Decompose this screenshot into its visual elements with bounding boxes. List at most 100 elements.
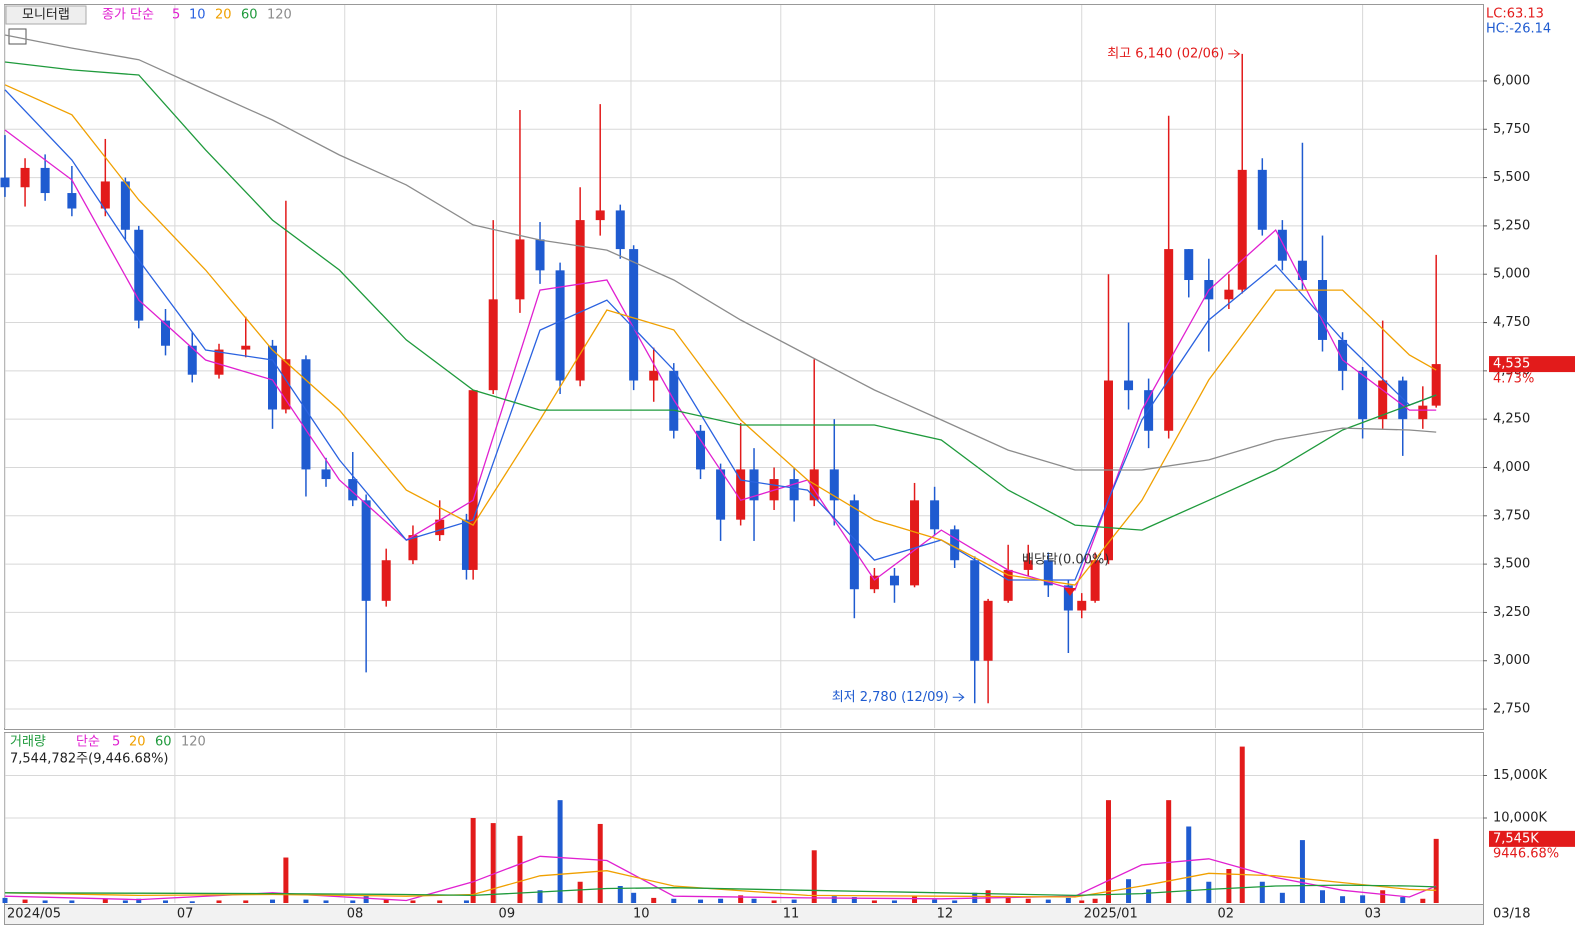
volume-bar <box>363 895 369 903</box>
volume-tag-label: 7,545K <box>1493 831 1539 846</box>
ma-label: 종가 단순 <box>102 8 154 23</box>
candle-body <box>1237 169 1247 290</box>
candle-body <box>461 519 471 570</box>
y-tick-label: 4,750 <box>1493 315 1530 330</box>
candle-body <box>983 600 993 661</box>
candle-body <box>1184 249 1194 281</box>
candle-body <box>930 500 940 530</box>
volume-bar <box>651 897 657 903</box>
candle-body <box>1297 260 1307 281</box>
candle-body <box>1124 380 1134 391</box>
candle-body <box>1164 249 1174 431</box>
y-tick-label: 3,500 <box>1493 557 1530 572</box>
legend-entry: 20 <box>129 735 146 750</box>
volume-bar <box>1092 898 1098 903</box>
ma-line <box>4 84 1437 586</box>
volume-bar <box>437 900 443 903</box>
candle-body <box>1063 585 1073 611</box>
volume-bar <box>1025 898 1031 903</box>
candle-body <box>1224 289 1234 300</box>
volume-bar <box>891 900 897 903</box>
candle-body <box>1378 380 1388 420</box>
volume-bar <box>811 850 817 903</box>
volume-bar <box>932 899 938 903</box>
price-tag-label: 4,535 <box>1493 357 1530 372</box>
volume-bar <box>912 896 918 903</box>
candle-body <box>214 349 224 375</box>
volume-bar <box>698 899 704 903</box>
volume-bar <box>771 900 777 903</box>
candle-body <box>435 519 445 536</box>
candle-body <box>348 479 358 501</box>
y-tick-label: 3,000 <box>1493 653 1530 668</box>
ma-line <box>4 855 1437 902</box>
volume-bar <box>557 800 563 903</box>
candle-body <box>970 560 980 661</box>
candle-body <box>950 529 960 561</box>
candle-body <box>649 370 659 381</box>
title-box[interactable] <box>5 5 87 25</box>
chart-title: 모니터랩 <box>22 8 70 23</box>
candle-body <box>488 299 498 391</box>
y-tick-label: 5,750 <box>1493 122 1530 137</box>
volume-tag <box>1489 830 1575 847</box>
volume-bar <box>1420 898 1426 903</box>
volume-bar <box>1186 826 1192 903</box>
volume-title: 거래량 <box>10 735 46 750</box>
candle-body <box>749 469 759 501</box>
candle-body <box>789 479 799 501</box>
candle-body <box>268 345 278 410</box>
y-tick-label: 2,750 <box>1493 702 1530 717</box>
candle-body <box>281 359 291 410</box>
candle-body <box>1398 380 1408 420</box>
candle-body <box>1043 560 1053 586</box>
ma-line <box>4 884 1437 897</box>
table-icon[interactable] <box>8 28 27 45</box>
y-tick-label: 4,000 <box>1493 460 1530 475</box>
candle-body <box>716 469 726 520</box>
candle-body <box>736 469 746 520</box>
x-tick-label: 10 <box>633 907 650 922</box>
candle-body <box>1418 405 1428 420</box>
y-tick-label: 5,000 <box>1493 267 1530 282</box>
volume-bar <box>2 897 8 903</box>
event-marker <box>1064 588 1076 596</box>
volume-bar <box>1005 897 1011 903</box>
candle-body <box>381 560 391 601</box>
legend-entry: 120 <box>181 735 206 750</box>
candle-body <box>321 469 331 480</box>
volume-bar <box>671 898 677 903</box>
volume-bar <box>490 823 496 903</box>
legend-entry: 10 <box>189 8 206 23</box>
volume-bar <box>122 900 128 903</box>
volume-bar <box>1079 900 1085 903</box>
volume-bar <box>69 900 75 903</box>
volume-bar <box>1065 897 1071 903</box>
volume-info: 7,544,782주(9,446.68%) <box>10 752 169 767</box>
x-tick-label: 03 <box>1365 907 1382 922</box>
high-arrow <box>1228 49 1241 59</box>
volume-bar <box>1433 838 1439 903</box>
x-tick-label: 07 <box>177 907 194 922</box>
candle-body <box>575 220 585 381</box>
candle-body <box>849 500 859 590</box>
x-tick-label: 12 <box>937 907 954 922</box>
volume-bar <box>1239 746 1245 903</box>
candle-body <box>1003 569 1013 601</box>
volume-bar <box>517 835 523 903</box>
volume-bar <box>243 900 249 903</box>
low-note: 최저 2,780 (12/09) <box>832 690 949 705</box>
candle-body <box>134 229 144 321</box>
y-tick-label: 5,250 <box>1493 218 1530 233</box>
candle-body <box>100 181 110 209</box>
volume-bar <box>577 881 583 903</box>
y-tick-label: 3,750 <box>1493 508 1530 523</box>
candle-body <box>1338 339 1348 371</box>
candle-body <box>0 177 10 188</box>
volume-bar <box>1146 889 1152 903</box>
x-tick-label: 09 <box>499 907 516 922</box>
candle-body <box>187 345 197 375</box>
low-arrow <box>952 692 965 702</box>
volume-bar <box>1279 892 1285 903</box>
